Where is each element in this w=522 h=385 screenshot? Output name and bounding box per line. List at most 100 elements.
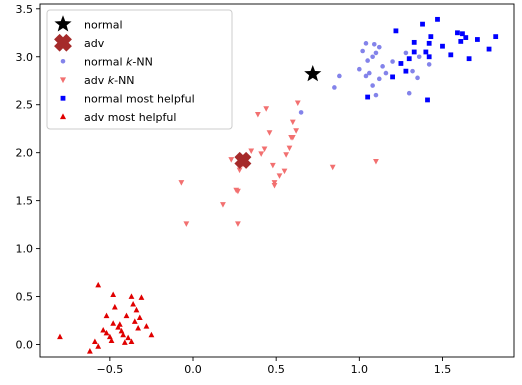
y-tick-label: 1.5 xyxy=(16,195,34,208)
point-adv-knn xyxy=(220,202,226,208)
point-adv-most-helpful xyxy=(123,312,130,319)
point-adv-most-helpful xyxy=(91,338,98,344)
point-adv-most-helpful xyxy=(128,338,135,344)
point-adv-knn xyxy=(281,168,288,175)
point-adv-most-helpful xyxy=(143,323,150,329)
x-tick-label: 0.0 xyxy=(184,363,202,376)
legend-marker-normal-knn xyxy=(60,58,66,64)
point-adv-knn xyxy=(329,164,336,171)
point-normal-most-helpful xyxy=(460,31,465,37)
point-adv-knn xyxy=(373,158,379,165)
point-normal xyxy=(304,65,322,82)
point-adv-knn xyxy=(263,106,270,112)
point-normal-knn xyxy=(298,110,304,115)
point-normal-knn xyxy=(416,54,422,60)
point-normal-knn xyxy=(415,75,420,81)
point-normal-most-helpful xyxy=(411,49,417,55)
legend-item-normal: normal xyxy=(54,15,123,32)
point-normal-knn xyxy=(376,76,382,82)
point-adv-knn xyxy=(294,100,301,106)
point-normal-knn xyxy=(360,48,365,54)
legend-item-adv: adv xyxy=(54,33,105,52)
point-normal-most-helpful xyxy=(411,39,417,45)
point-normal-knn xyxy=(337,73,342,79)
point-normal-most-helpful xyxy=(448,52,454,58)
point-adv-most-helpful xyxy=(133,306,140,313)
point-adv-most-helpful xyxy=(57,333,63,340)
point-adv-knn xyxy=(178,180,185,186)
x-tick-label: 1.0 xyxy=(351,363,369,376)
y-tick-label: 2.0 xyxy=(16,147,34,160)
point-adv-knn xyxy=(228,157,235,163)
point-normal-knn xyxy=(376,44,382,50)
point-normal-most-helpful xyxy=(466,56,472,62)
point-normal-most-helpful xyxy=(440,43,445,49)
y-tick-label: 3.0 xyxy=(16,51,34,64)
point-adv-knn xyxy=(235,221,241,227)
point-adv-most-helpful xyxy=(106,333,113,340)
point-adv-knn xyxy=(261,146,268,153)
point-adv-most-helpful xyxy=(121,339,128,345)
legend-marker-adv xyxy=(54,33,72,52)
point-normal-most-helpful xyxy=(455,30,460,36)
point-adv-knn xyxy=(269,162,276,169)
point-normal-knn xyxy=(370,54,375,60)
point-normal-most-helpful xyxy=(406,56,412,62)
point-adv-most-helpful xyxy=(135,325,142,331)
x-tick-label: 0.5 xyxy=(267,363,285,376)
point-normal-most-helpful xyxy=(423,49,429,55)
point-normal-most-helpful xyxy=(458,39,464,44)
point-adv-most-helpful xyxy=(148,331,155,338)
legend-box xyxy=(46,9,233,130)
point-adv-most-helpful xyxy=(116,321,123,327)
series-normal-knn xyxy=(298,41,432,115)
point-normal-most-helpful xyxy=(398,61,404,66)
point-adv-most-helpful xyxy=(86,348,93,354)
point-normal-knn xyxy=(410,68,415,74)
point-adv-most-helpful xyxy=(108,337,115,344)
axes: −0.5 0.0 0.5 1.0 1.5 0.0 0.5 1.0 1.5 2.0 2.5 3.0 3.5 xyxy=(16,3,515,376)
point-normal-most-helpful xyxy=(425,97,430,103)
legend-item-normal-knn: normal k-NN xyxy=(60,55,153,68)
point-adv-knn xyxy=(271,182,278,189)
y-tick-label: 0.5 xyxy=(16,291,34,304)
point-normal-most-helpful xyxy=(486,46,492,52)
point-normal-most-helpful xyxy=(428,34,434,40)
point-normal-knn xyxy=(371,41,377,47)
point-normal-knn xyxy=(370,83,375,88)
point-normal-knn xyxy=(363,41,369,46)
legend-item-adv-most-helpful: adv most helpful xyxy=(59,111,176,124)
point-normal-most-helpful xyxy=(475,37,480,42)
legend-marker-normal-most-helpful xyxy=(60,95,66,101)
point-adv-most-helpful xyxy=(136,314,143,320)
legend-label: adv xyxy=(84,37,105,50)
point-adv-most-helpful xyxy=(111,303,118,310)
y-tick-label: 0.0 xyxy=(16,339,34,352)
point-adv-most-helpful xyxy=(95,343,102,349)
point-adv-knn xyxy=(254,111,261,118)
point-normal-most-helpful xyxy=(390,74,395,80)
legend-item-normal-most-helpful: normal most helpful xyxy=(60,92,195,105)
point-adv-knn xyxy=(289,135,296,141)
series-normal xyxy=(304,65,322,82)
x-tick-label: 1.5 xyxy=(434,363,452,376)
point-normal-most-helpful xyxy=(435,16,440,22)
point-normal-most-helpful xyxy=(420,21,425,27)
point-normal-knn xyxy=(363,73,369,79)
legend-label: adv k-NN xyxy=(84,74,135,87)
point-adv-most-helpful xyxy=(103,312,110,319)
series-normal-most-helpful xyxy=(365,16,499,103)
point-normal-most-helpful xyxy=(426,40,432,46)
y-tick-label: 3.5 xyxy=(16,3,34,16)
point-normal-most-helpful xyxy=(393,28,399,34)
legend-label: adv most helpful xyxy=(84,111,176,124)
legend-label: normal most helpful xyxy=(84,92,195,105)
point-normal-knn xyxy=(390,59,395,64)
point-adv-most-helpful xyxy=(118,327,125,334)
point-normal-most-helpful xyxy=(463,35,469,40)
point-adv-knn xyxy=(289,119,296,126)
point-normal-knn xyxy=(406,90,412,96)
point-adv-most-helpful xyxy=(115,324,122,330)
point-adv-knn xyxy=(248,148,255,154)
point-adv-knn xyxy=(286,145,293,152)
